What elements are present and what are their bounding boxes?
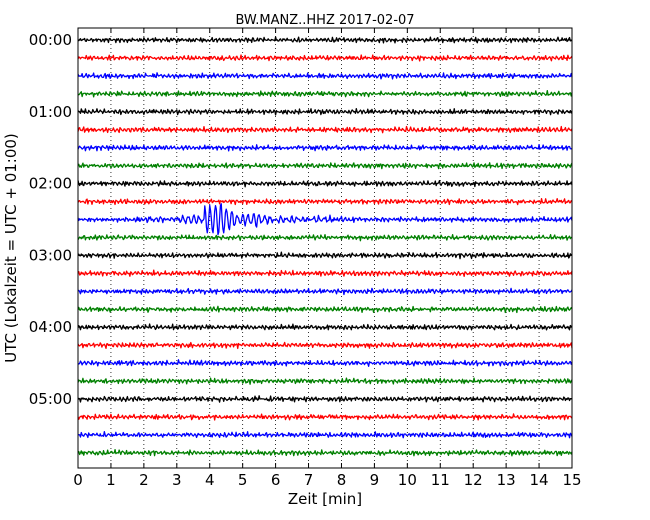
y-tick-label: 00:00 — [29, 31, 72, 49]
trace-row — [77, 197, 573, 206]
x-tick-label: 6 — [271, 471, 281, 489]
trace-row — [77, 323, 573, 331]
trace-row — [77, 144, 573, 152]
trace-row — [77, 430, 573, 439]
seismogram-traces — [77, 36, 573, 457]
y-tick-label: 02:00 — [29, 175, 72, 193]
trace-row — [77, 395, 573, 403]
x-axis-ticks: 0 1 2 3 4 5 6 7 8 9 10 11 12 13 14 15 — [73, 28, 582, 489]
x-tick-label: 9 — [370, 471, 380, 489]
x-tick-label: 15 — [562, 471, 581, 489]
x-axis-label: Zeit [min] — [288, 490, 362, 508]
grid-lines — [110, 28, 540, 468]
y-axis-label: UTC (Lokalzeit = UTC + 01:00) — [2, 133, 20, 363]
trace-row — [77, 269, 573, 277]
y-tick-label: 03:00 — [29, 246, 72, 264]
plot-frame — [77, 27, 573, 469]
trace-row — [77, 203, 573, 236]
trace-row — [77, 89, 573, 98]
x-tick-label: 13 — [497, 471, 516, 489]
x-tick-label: 3 — [172, 471, 182, 489]
x-tick-label: 8 — [337, 471, 347, 489]
chart-title: BW.MANZ..HHZ 2017-02-07 — [235, 13, 414, 28]
trace-row — [77, 305, 573, 314]
trace-row — [77, 413, 573, 421]
trace-row — [77, 359, 573, 367]
y-axis-ticks: 00:00 01:00 02:00 03:00 04:00 05:00 — [29, 31, 572, 408]
trace-row — [77, 179, 573, 188]
x-tick-label: 7 — [304, 471, 314, 489]
y-tick-label: 04:00 — [29, 318, 72, 336]
trace-row — [77, 72, 573, 80]
trace-row — [77, 341, 573, 350]
x-tick-label: 10 — [398, 471, 417, 489]
x-tick-label: 2 — [139, 471, 149, 489]
y-tick-label: 01:00 — [29, 103, 72, 121]
x-tick-label: 14 — [530, 471, 549, 489]
trace-row — [77, 125, 573, 134]
trace-row — [77, 448, 573, 457]
trace-row — [77, 377, 573, 385]
x-tick-label: 4 — [205, 471, 215, 489]
x-tick-label: 1 — [106, 471, 116, 489]
trace-row — [77, 36, 573, 44]
x-tick-label: 0 — [73, 471, 83, 489]
trace-row — [77, 251, 573, 260]
x-tick-label: 11 — [431, 471, 450, 489]
x-tick-label: 12 — [464, 471, 483, 489]
trace-row — [77, 162, 573, 170]
trace-row — [77, 287, 573, 296]
trace-row — [77, 233, 573, 242]
trace-row — [77, 108, 573, 116]
trace-row — [77, 54, 573, 62]
x-tick-label: 5 — [238, 471, 248, 489]
y-tick-label: 05:00 — [29, 390, 72, 408]
